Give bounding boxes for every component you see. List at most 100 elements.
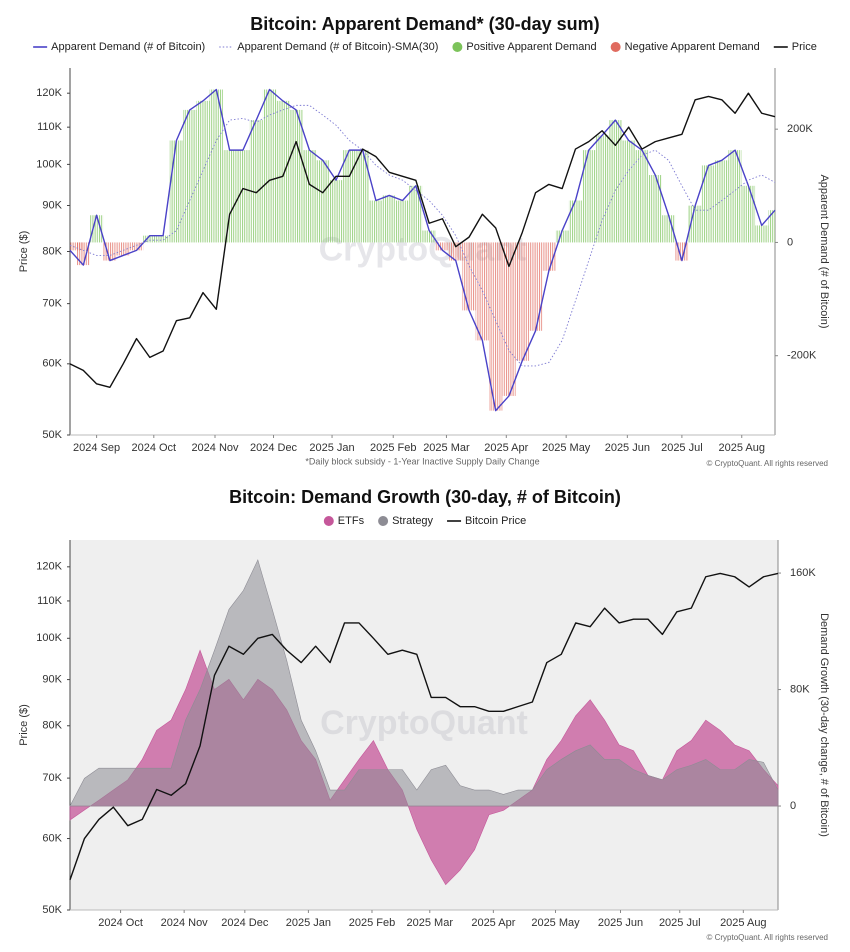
x-tick-label: 2025 Feb [370,442,416,454]
y-axis-title: Price ($) [18,704,30,746]
legend-label: Negative Apparent Demand [625,41,760,53]
demand-bar [369,200,383,243]
y-tick-label: 60K [42,358,62,370]
y-tick-label: 100K [36,158,62,170]
y2-tick-label: 0 [790,800,796,812]
demand-bar [542,242,556,271]
y-tick-label: 70K [42,772,62,784]
demand-bar [302,150,317,243]
x-tick-label: 2025 Apr [484,442,528,454]
demand-bar [395,200,410,243]
legend-marker [452,42,463,52]
demand-bar [116,242,130,256]
demand-bar [435,242,450,251]
x-tick-label: 2024 Dec [250,442,298,454]
demand-bar [755,225,769,243]
x-tick-label: 2025 Jul [659,917,701,929]
y-tick-label: 50K [42,429,62,441]
demand-bar [222,150,237,243]
demand-bar [382,195,396,243]
x-tick-label: 2025 Aug [718,442,765,454]
legend-marker [378,516,389,526]
x-tick-label: 2025 Jun [605,442,650,454]
legend-label: Apparent Demand (# of Bitcoin) [51,41,205,53]
x-tick-label: 2024 Dec [221,917,269,929]
y-tick-label: 110K [37,595,63,607]
legend-label: ETFs [338,515,365,527]
y2-tick-label: 80K [790,683,810,695]
x-tick-label: 2024 Sep [73,442,120,454]
demand-bar [209,89,223,243]
demand-bar [528,242,543,331]
x-tick-label: 2025 Aug [720,917,767,929]
x-tick-label: 2024 Nov [191,442,239,454]
demand-bar [489,242,503,411]
y-tick-label: 90K [42,674,62,686]
y-tick-label: 100K [36,632,62,644]
demand-bar [196,100,210,243]
x-tick-label: 2025 Mar [423,442,470,454]
demand-bar [568,200,583,243]
line [69,92,776,388]
demand-bar [249,120,263,243]
legend: ETFs Strategy Bitcoin Price [323,515,526,527]
demand-bar [76,242,90,266]
line [69,88,776,412]
footnote: *Daily block subsidy - 1-Year Inactive S… [305,456,539,466]
demand-bar [143,235,157,243]
area [69,559,779,807]
y2-tick-label: 0 [787,236,793,248]
demand-bar [622,140,636,243]
demand-bar [262,89,277,243]
y-tick-label: 110K [37,121,63,133]
x-tick-label: 2024 Oct [131,442,176,454]
demand-bar [276,100,290,243]
legend-label: Bitcoin Price [465,515,526,527]
demand-bar [648,175,662,243]
x-tick-label: 2025 Jun [598,917,643,929]
demand-bar [688,205,702,243]
demand-bar [183,109,197,243]
demand-bar [89,215,104,243]
x-tick-label: 2024 Nov [161,917,209,929]
chart-title: Bitcoin: Apparent Demand* (30-day sum) [250,14,599,34]
y-tick-label: 90K [42,199,62,211]
demand-bar [329,180,343,243]
x-tick-label: 2025 Mar [407,917,454,929]
y2-tick-label: 200K [787,123,813,135]
y2-tick-label: -200K [787,350,817,362]
x-tick-label: 2025 Jan [309,442,354,454]
demand-bar [502,242,516,396]
demand-bar [169,140,184,243]
demand-bar [236,150,250,243]
demand-bar [635,150,649,243]
y-tick-label: 60K [42,832,62,844]
x-tick-label: 2025 Jul [661,442,703,454]
y-tick-label: 80K [42,720,62,732]
x-tick-label: 2025 May [542,442,591,454]
demand-bar [515,242,529,361]
copyright: © CryptoQuant. All rights reserved [707,459,829,468]
demand-bar [449,242,463,261]
x-tick-label: 2025 Feb [349,917,395,929]
y-tick-label: 80K [42,245,62,257]
y2-axis-title: Demand Growth (30-day change, # of Bitco… [818,613,830,837]
legend-label: Apparent Demand (# of Bitcoin)-SMA(30) [237,41,438,53]
demand-bar [555,230,569,243]
demand-bar [462,242,476,311]
demand-bar [342,150,356,243]
demand-bar [582,150,596,243]
y-axis-title: Price ($) [18,231,30,273]
legend-label: Positive Apparent Demand [466,41,596,53]
y-tick-label: 120K [36,87,62,99]
legend-label: Price [792,41,817,53]
legend-label: Strategy [392,515,433,527]
demand-bar [409,185,423,243]
y2-tick-label: 160K [790,567,816,579]
watermark: CryptoQuant [320,704,528,742]
legend-marker [610,42,621,52]
x-tick-label: 2024 Oct [98,917,143,929]
chart: Bitcoin: Apparent Demand* (30-day sum)Cr… [18,14,830,468]
demand-bar [661,215,676,243]
